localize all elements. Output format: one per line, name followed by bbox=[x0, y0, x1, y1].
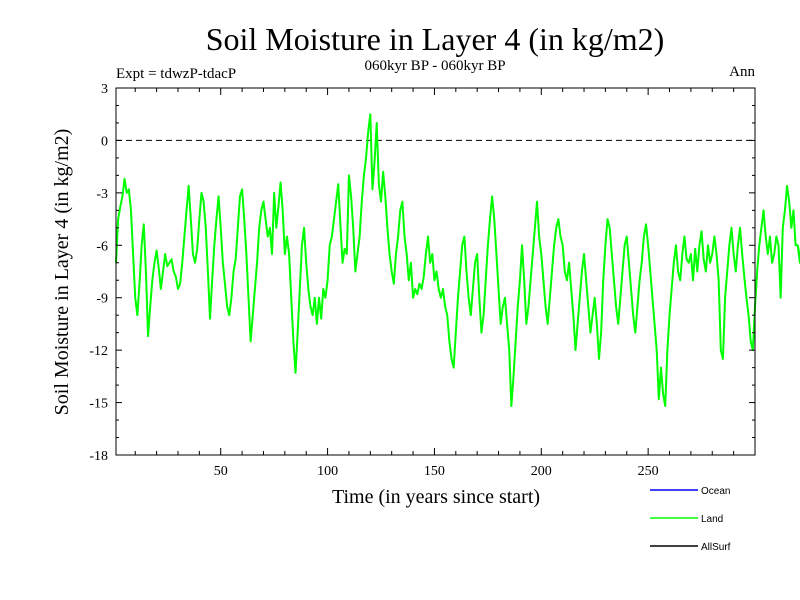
x-axis-label: Time (in years since start) bbox=[332, 486, 540, 508]
y-tick-label: -12 bbox=[89, 344, 108, 359]
y-tick-label: -6 bbox=[96, 239, 108, 254]
chart-title: Soil Moisture in Layer 4 (in kg/m2) bbox=[206, 21, 665, 57]
x-tick-label: 150 bbox=[424, 464, 445, 479]
y-tick-label: 0 bbox=[101, 134, 108, 149]
series-line-land bbox=[115, 113, 800, 408]
plot-frame bbox=[115, 87, 756, 456]
legend-label-land: Land bbox=[701, 514, 723, 525]
chart-subtitle: 060kyr BP - 060kyr BP bbox=[364, 58, 505, 74]
x-tick-label: 250 bbox=[638, 464, 659, 479]
y-tick-label: -18 bbox=[89, 449, 108, 464]
legend-label-allsurf: AllSurf bbox=[701, 542, 731, 553]
x-tick-label: 200 bbox=[531, 464, 552, 479]
legend-label-ocean: Ocean bbox=[701, 486, 730, 497]
y-tick-label: -15 bbox=[89, 397, 108, 412]
y-tick-label: -3 bbox=[96, 187, 108, 202]
y-tick-label: 3 bbox=[101, 82, 108, 97]
plot-area: 3 0 -3 -6 -9 -12 -15 -18 50 100 150 200 250 bbox=[89, 82, 800, 479]
period-label: Ann bbox=[729, 64, 755, 80]
x-tick-label: 100 bbox=[317, 464, 338, 479]
experiment-label: Expt = tdwzP-tdacP bbox=[116, 66, 236, 82]
x-tick-label: 50 bbox=[214, 464, 228, 479]
y-tick-label: -9 bbox=[96, 292, 108, 307]
legend: Ocean Land AllSurf bbox=[650, 486, 731, 553]
y-axis-label: Soil Moisture in Layer 4 (in kg/m2) bbox=[51, 129, 73, 416]
